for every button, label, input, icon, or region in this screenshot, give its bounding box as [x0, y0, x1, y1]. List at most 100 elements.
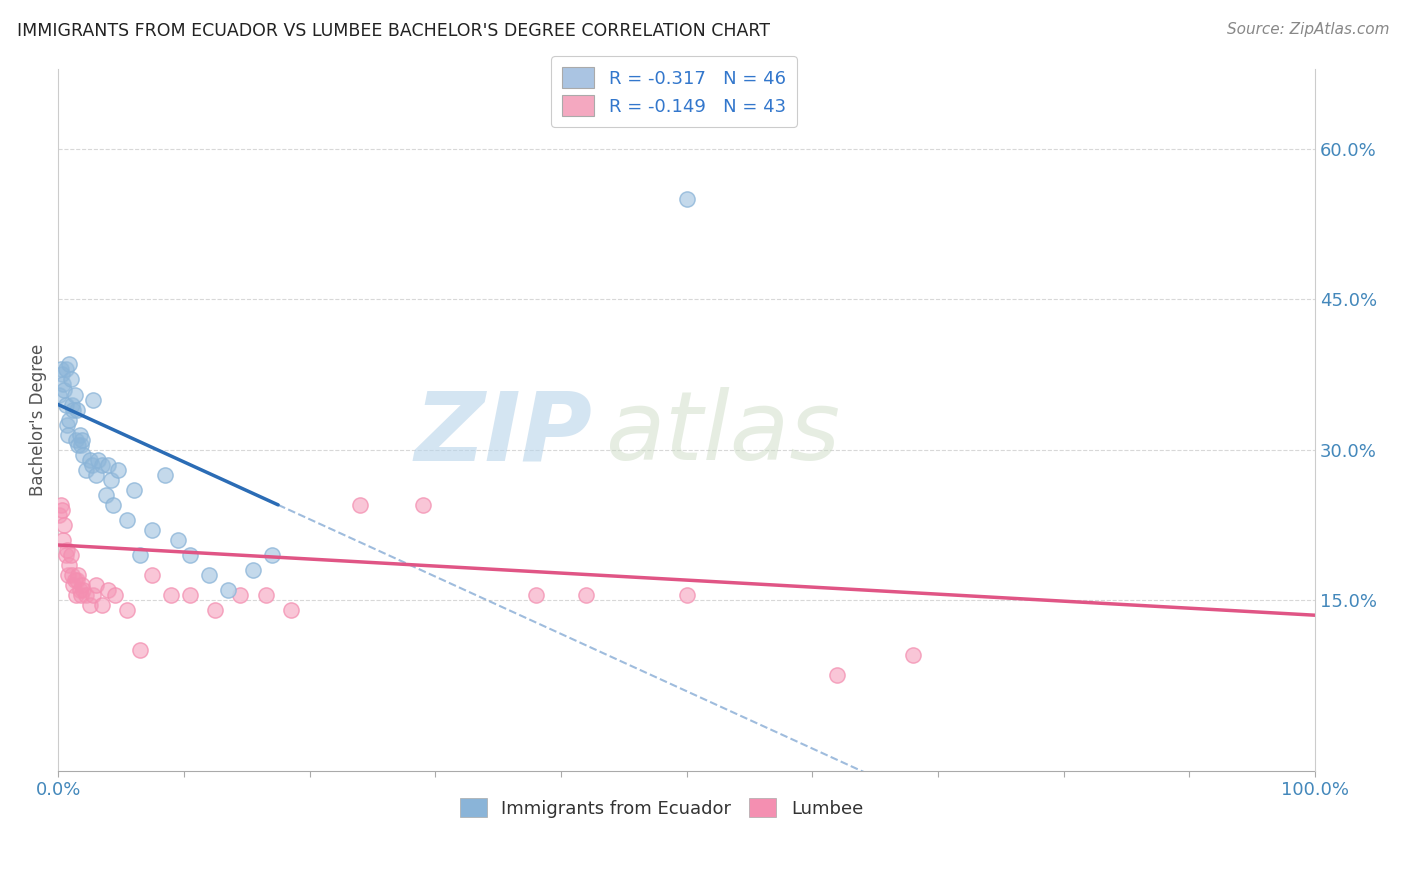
- Point: [65, 588, 87, 602]
- Point: [141, 523, 163, 537]
- Point: [49, 362, 72, 376]
- Point: [901, 648, 924, 663]
- Point: [97, 458, 120, 472]
- Point: [48, 387, 70, 401]
- Point: [94, 488, 117, 502]
- Point: [160, 588, 183, 602]
- Point: [82, 588, 104, 602]
- Point: [217, 583, 239, 598]
- Point: [79, 598, 101, 612]
- Point: [49, 498, 72, 512]
- Point: [70, 433, 93, 447]
- Point: [84, 578, 107, 592]
- Point: [84, 578, 107, 592]
- Point: [412, 498, 434, 512]
- Point: [280, 603, 302, 617]
- Point: [59, 372, 82, 386]
- Text: Source: ZipAtlas.com: Source: ZipAtlas.com: [1226, 22, 1389, 37]
- Point: [70, 578, 93, 592]
- Point: [69, 583, 91, 598]
- Point: [280, 603, 302, 617]
- Point: [117, 603, 139, 617]
- Point: [52, 377, 75, 392]
- Point: [91, 598, 114, 612]
- Point: [60, 568, 83, 582]
- Point: [179, 548, 201, 562]
- Point: [79, 452, 101, 467]
- Text: atlas: atlas: [605, 387, 839, 480]
- Point: [254, 588, 277, 602]
- Point: [52, 533, 75, 547]
- Point: [51, 503, 73, 517]
- Point: [58, 558, 80, 572]
- Point: [79, 598, 101, 612]
- Point: [55, 398, 77, 412]
- Point: [70, 433, 93, 447]
- Point: [58, 427, 80, 442]
- Point: [59, 548, 82, 562]
- Point: [675, 588, 697, 602]
- Point: [82, 588, 104, 602]
- Point: [62, 578, 84, 592]
- Point: [55, 548, 77, 562]
- Point: [117, 513, 139, 527]
- Point: [65, 433, 87, 447]
- Point: [198, 568, 221, 582]
- Point: [122, 483, 145, 497]
- Point: [52, 377, 75, 392]
- Point: [117, 513, 139, 527]
- Point: [97, 458, 120, 472]
- Point: [59, 372, 82, 386]
- Point: [69, 438, 91, 452]
- Point: [72, 448, 94, 462]
- Point: [100, 473, 122, 487]
- Point: [49, 362, 72, 376]
- Point: [58, 358, 80, 372]
- Point: [97, 583, 120, 598]
- Point: [128, 548, 150, 562]
- Point: [179, 588, 201, 602]
- Point: [91, 598, 114, 612]
- Point: [107, 463, 129, 477]
- Point: [60, 398, 83, 412]
- Point: [87, 452, 110, 467]
- Point: [55, 362, 77, 376]
- Point: [66, 402, 89, 417]
- Point: [198, 568, 221, 582]
- Point: [166, 533, 188, 547]
- Point: [51, 368, 73, 382]
- Point: [53, 383, 76, 397]
- Point: [675, 192, 697, 206]
- Point: [82, 392, 104, 407]
- Point: [63, 387, 86, 401]
- Point: [75, 588, 97, 602]
- Point: [58, 568, 80, 582]
- Point: [254, 588, 277, 602]
- Point: [575, 588, 598, 602]
- Point: [100, 473, 122, 487]
- Point: [82, 458, 104, 472]
- Point: [56, 543, 79, 558]
- Point: [67, 568, 90, 582]
- Point: [67, 438, 90, 452]
- Point: [87, 452, 110, 467]
- Point: [65, 588, 87, 602]
- Point: [827, 668, 849, 682]
- Point: [122, 483, 145, 497]
- Point: [69, 588, 91, 602]
- Point: [675, 588, 697, 602]
- Point: [349, 498, 371, 512]
- Point: [58, 568, 80, 582]
- Point: [65, 433, 87, 447]
- Point: [58, 358, 80, 372]
- Point: [260, 548, 283, 562]
- Point: [103, 498, 125, 512]
- Point: [66, 402, 89, 417]
- Text: ZIP: ZIP: [415, 387, 592, 480]
- Point: [82, 392, 104, 407]
- Point: [84, 467, 107, 482]
- Point: [69, 427, 91, 442]
- Point: [79, 452, 101, 467]
- Point: [141, 523, 163, 537]
- Point: [72, 448, 94, 462]
